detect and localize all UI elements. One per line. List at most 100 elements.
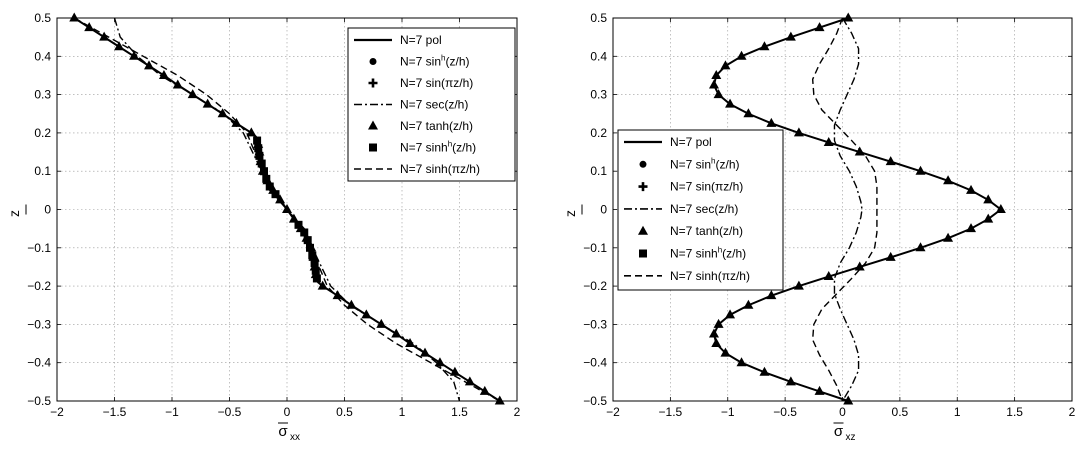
axes-frame [612, 17, 1073, 402]
x-tick-label: 1.5 [451, 405, 468, 419]
legend-label-text: N=7 sin [670, 157, 711, 171]
data-marker [854, 261, 865, 271]
data-marker [943, 175, 954, 185]
data-marker [464, 376, 475, 386]
y-tick-label: 0 [600, 203, 607, 217]
data-marker [346, 299, 357, 309]
data-marker [99, 31, 110, 41]
y-tick-label: −0.3 [27, 317, 51, 331]
data-marker [708, 328, 719, 338]
legend-label-text: N=7 sec(z/h) [400, 98, 468, 112]
data-marker [885, 251, 896, 261]
x-tick-label: −0.5 [773, 405, 797, 419]
data-marker [311, 266, 320, 275]
data-marker [915, 165, 926, 175]
data-marker [736, 357, 747, 367]
data-marker [158, 69, 169, 79]
legend-label: N=7 tanh(z/h) [670, 224, 743, 238]
legend-label: N=7 sinhh(z/h) [400, 140, 476, 155]
legend-label-text: N=7 sin [400, 55, 441, 69]
series-n-7-tanh-z-h- [708, 12, 1006, 405]
data-marker [282, 204, 292, 213]
legend: N=7 pol N=7 sinh (z/h) N=7 sin(πz/h) N=7 sec… [617, 129, 784, 291]
data-marker [725, 309, 736, 319]
data-marker [405, 338, 416, 348]
data-marker [265, 182, 274, 191]
x-tick-label: −2 [606, 405, 620, 419]
x-tick-label: 0 [284, 405, 291, 419]
legend-label-text: N=7 pol [400, 33, 442, 47]
data-marker [743, 108, 754, 118]
data-marker [84, 22, 95, 32]
data-marker [720, 347, 731, 357]
data-marker [262, 174, 271, 183]
data-marker [69, 12, 80, 22]
data-marker [708, 79, 719, 89]
legend-label-tail: (z/h) [445, 55, 469, 69]
legend-label-text: N=7 tanh(z/h) [670, 224, 743, 238]
y-tick-label: −0.4 [27, 356, 51, 370]
legend-label-tail: (z/h) [452, 141, 476, 155]
y-tick-label: 0.1 [590, 164, 607, 178]
legend-swatch-marker [369, 58, 377, 65]
data-marker [271, 190, 280, 199]
chart-sigma-xx: −2 −1.5 −1 −0.5 0 0.5 1 1.5 2 −0.5 −0.4 −0.3 −0.2 −0.… [6, 11, 521, 443]
legend-label-text: N=7 sinh [670, 247, 718, 261]
legend-label-superscript: h [711, 156, 715, 165]
data-marker [275, 194, 286, 204]
data-marker [257, 159, 266, 168]
legend-label-superscript: h [441, 54, 445, 63]
x-axis-label: σ [834, 423, 844, 440]
data-marker [966, 184, 977, 194]
data-marker [376, 318, 387, 328]
x-tick-label: 1 [399, 405, 406, 419]
y-tick-label: −0.3 [583, 317, 607, 331]
legend-label-text: N=7 sinh [400, 141, 448, 155]
data-marker [494, 395, 505, 405]
legend-label: N=7 sin(πz/h) [400, 76, 473, 90]
legend-label-text: N=7 sin(πz/h) [670, 180, 743, 194]
data-marker [332, 290, 343, 300]
x-tick-label: 0.5 [336, 405, 353, 419]
data-marker [766, 117, 777, 127]
data-marker [434, 357, 445, 367]
data-marker [823, 136, 834, 146]
legend-label: N=7 sec(z/h) [400, 98, 468, 112]
x-tick-label: 1 [954, 405, 961, 419]
legend-label: N=7 pol [670, 135, 712, 149]
legend-swatch-marker [369, 143, 377, 152]
x-tick-label: 2 [514, 405, 521, 419]
legend-label-tail: (z/h) [722, 247, 746, 261]
legend-label-text: N=7 pol [670, 135, 712, 149]
legend-swatch-marker [368, 120, 378, 130]
y-tick-label: 0.2 [34, 126, 51, 140]
data-marker [711, 338, 722, 348]
data-marker [785, 31, 796, 41]
data-marker [743, 299, 754, 309]
data-marker [308, 251, 317, 260]
data-marker [303, 236, 312, 245]
data-marker [306, 243, 314, 252]
x-tick-label: 1.5 [1006, 405, 1023, 419]
y-tick-label: −0.2 [27, 279, 51, 293]
legend-swatch-marker [638, 182, 648, 192]
data-marker [479, 385, 490, 395]
data-marker [317, 280, 328, 290]
data-marker [995, 204, 1006, 213]
y-tick-label: 0.2 [590, 126, 607, 140]
legend-label: N=7 sin(πz/h) [670, 180, 743, 194]
legend-label-text: N=7 sinh(πz/h) [400, 162, 480, 176]
data-marker [114, 41, 125, 51]
legend-label-text: N=7 sec(z/h) [670, 202, 738, 216]
legend-label: N=7 sinh(πz/h) [400, 162, 480, 176]
x-tick-label: −2 [50, 405, 64, 419]
series-line [811, 17, 878, 402]
data-marker [172, 79, 183, 89]
y-tick-label: 0.5 [34, 11, 51, 25]
y-tick-label: 0.4 [590, 49, 607, 63]
y-tick-label: 0.1 [34, 164, 51, 178]
x-axis-label: σ [278, 423, 288, 440]
x-tick-label: 0 [839, 405, 846, 419]
series-line [833, 17, 863, 402]
